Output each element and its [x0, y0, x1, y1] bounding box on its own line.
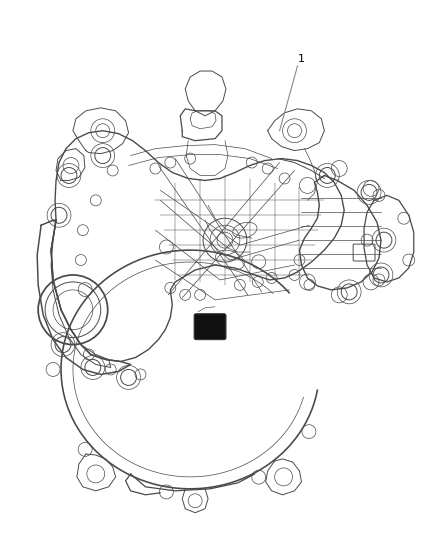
FancyBboxPatch shape — [194, 314, 226, 340]
Text: 1: 1 — [298, 54, 305, 64]
